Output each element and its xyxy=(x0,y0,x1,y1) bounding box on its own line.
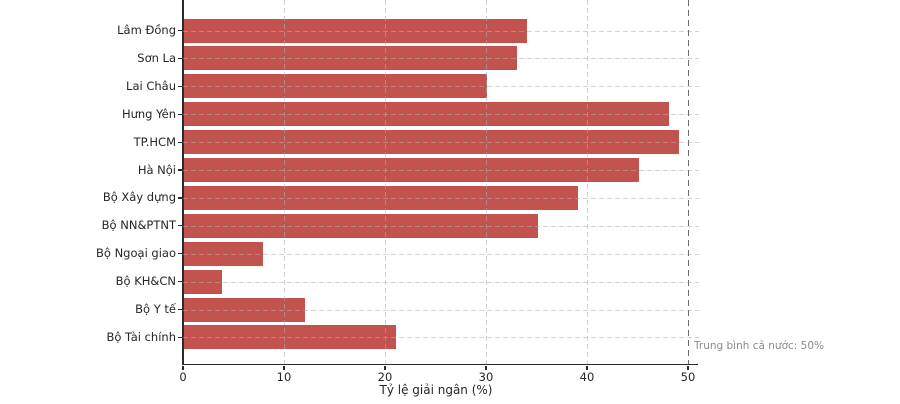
reference-line-label: Trung bình cả nước: 50% xyxy=(694,340,824,352)
y-tick-label: Lâm Đồng xyxy=(117,23,176,37)
y-tick-label: Sơn La xyxy=(137,50,176,65)
reference-line xyxy=(688,0,690,364)
y-tick-mark xyxy=(178,85,182,87)
x-tick-label: 50 xyxy=(680,370,696,384)
gridline-horizontal xyxy=(183,86,699,88)
gridline-horizontal xyxy=(183,142,699,144)
gridline-horizontal xyxy=(183,337,699,339)
y-tick-label: Bộ Ngoại giao xyxy=(96,246,176,261)
gridline-horizontal xyxy=(183,30,699,32)
y-tick-label: Bộ Y tế xyxy=(135,302,176,316)
x-tick-label: 30 xyxy=(478,370,494,384)
x-tick-label: 0 xyxy=(179,370,187,384)
y-tick-label: Bộ Xây dựng xyxy=(102,190,176,205)
gridline-horizontal xyxy=(183,170,699,171)
y-tick-mark xyxy=(178,113,182,115)
y-tick-mark xyxy=(178,57,182,60)
y-tick-label: Bộ NN&PTNT xyxy=(101,218,176,233)
gridline-vertical xyxy=(486,0,487,364)
gridline-horizontal xyxy=(183,253,699,255)
x-tick-mark xyxy=(384,365,386,370)
x-tick-mark xyxy=(586,365,588,370)
plot-area xyxy=(183,0,699,364)
x-tick-mark xyxy=(182,365,184,370)
x-axis-title: Tỷ lệ giải ngân (%) xyxy=(379,383,493,397)
x-tick-label: 20 xyxy=(377,370,393,384)
y-tick-mark xyxy=(178,281,182,283)
y-axis-spine xyxy=(182,0,184,365)
x-axis-spine xyxy=(182,364,699,366)
y-tick-mark xyxy=(178,225,182,227)
gridline-vertical xyxy=(284,0,285,364)
gridline-vertical xyxy=(587,0,588,364)
gridline-horizontal xyxy=(183,114,699,116)
y-tick-label: Hà Nội xyxy=(137,162,176,177)
y-tick-label: Bộ KH&CN xyxy=(115,274,176,289)
y-tick-mark xyxy=(178,141,182,143)
y-tick-mark xyxy=(178,29,182,32)
gridline-horizontal xyxy=(183,309,699,311)
gridline-horizontal xyxy=(183,197,699,199)
y-tick-mark xyxy=(178,253,182,255)
y-tick-label: TP.HCM xyxy=(133,134,176,149)
gridline-horizontal xyxy=(183,225,699,227)
x-tick-label: 40 xyxy=(579,370,595,384)
gridline-horizontal xyxy=(183,58,699,60)
gridline-horizontal xyxy=(183,281,699,283)
y-tick-label: Bộ Tài chính xyxy=(106,329,176,344)
x-tick-label: 10 xyxy=(276,370,292,384)
gridline-vertical xyxy=(385,0,386,364)
y-tick-label: Hưng Yên xyxy=(121,106,176,121)
y-tick-mark xyxy=(178,169,182,171)
x-tick-mark xyxy=(485,365,487,370)
y-tick-mark xyxy=(178,197,182,199)
y-tick-mark xyxy=(178,336,182,339)
x-tick-mark xyxy=(283,365,285,370)
y-tick-mark xyxy=(178,308,182,311)
y-tick-label: Lai Châu xyxy=(126,78,176,93)
x-tick-mark xyxy=(687,365,689,370)
